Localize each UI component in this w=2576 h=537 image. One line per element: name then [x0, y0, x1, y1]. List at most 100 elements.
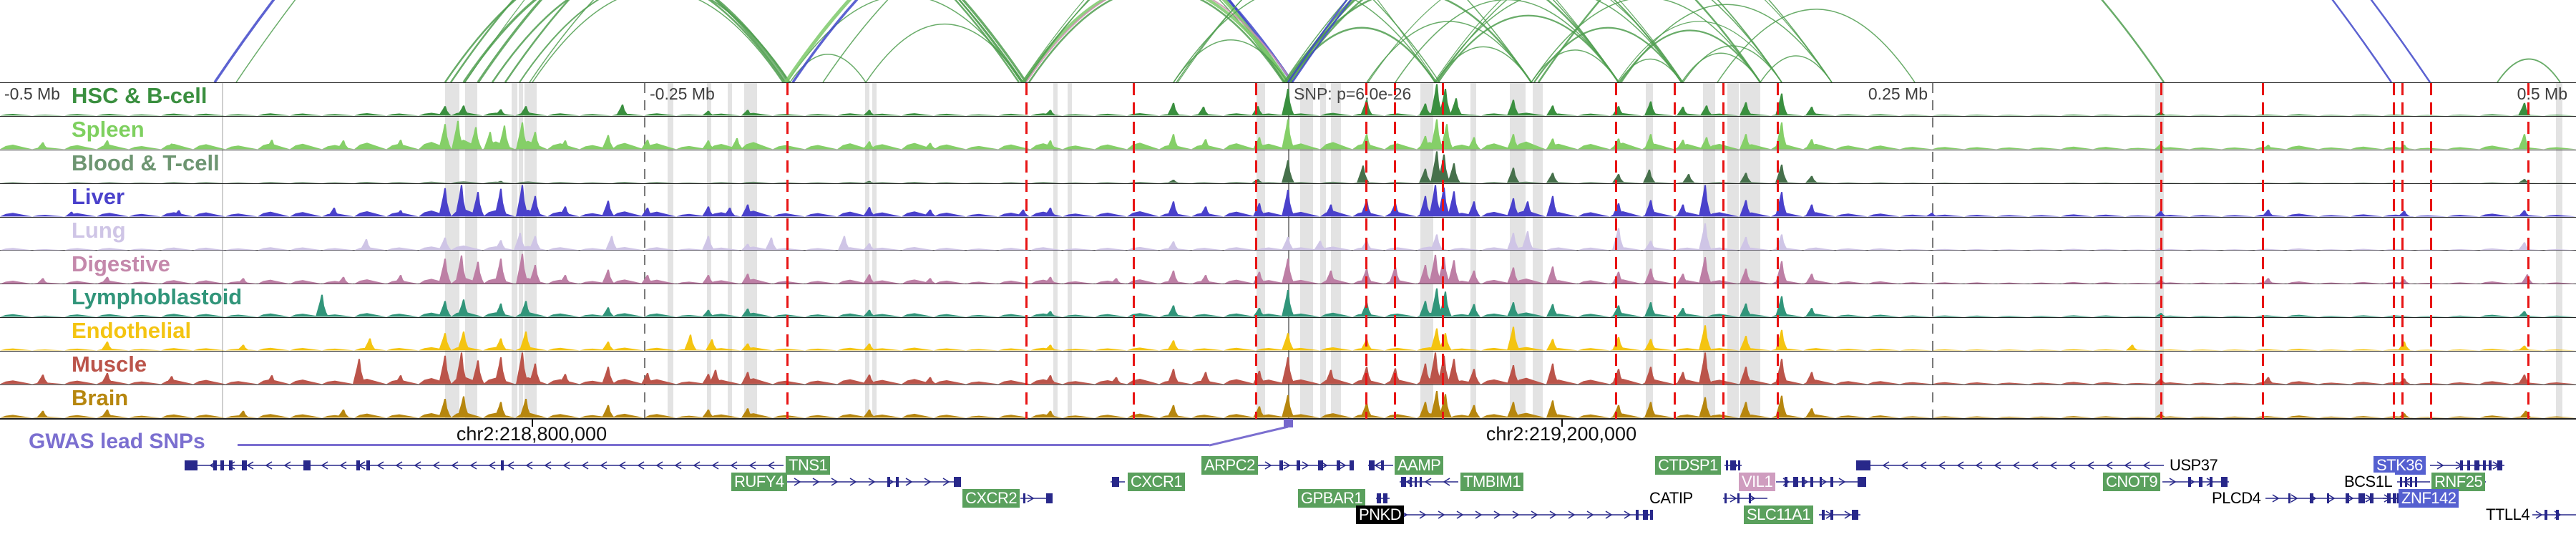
strand-arrow: [2328, 494, 2336, 503]
track-row-blood-t-cell[interactable]: Blood & T-cell: [0, 150, 2576, 184]
exon-block: [2483, 460, 2486, 470]
highlight-band: [1533, 83, 1543, 419]
strand-arrow: [1844, 511, 1852, 519]
strand-arrow: [812, 478, 820, 486]
track-row-digestive[interactable]: Digestive: [0, 251, 2576, 285]
gene-label-tmbim1[interactable]: TMBIM1: [1460, 473, 1524, 491]
gene-label-rnf25[interactable]: RNF25: [2431, 473, 2486, 491]
gene-label-cnot9[interactable]: CNOT9: [2103, 473, 2161, 491]
highlight-band: [519, 83, 523, 419]
exon-block: [1350, 460, 1354, 470]
track-row-muscle[interactable]: Muscle: [0, 352, 2576, 386]
gene-label-vil1[interactable]: VIL1: [1739, 473, 1776, 491]
gwas-lead-snps-label: GWAS lead SNPs: [29, 430, 205, 453]
highlight-band: [525, 83, 537, 419]
linked-snp-line: [2160, 83, 2162, 419]
strand-arrow: [849, 478, 857, 486]
exon-block: [501, 460, 504, 470]
strand-arrow: [1531, 511, 1538, 519]
gene-label-ctdsp1[interactable]: CTDSP1: [1655, 456, 1721, 475]
exon-block: [2489, 460, 2492, 470]
interaction-arc: [1023, 0, 1440, 82]
gene-label-gpbar1[interactable]: GPBAR1: [1298, 489, 1366, 508]
highlight-band: [1300, 83, 1313, 419]
strand-arrow: [2068, 461, 2076, 470]
strand-arrow: [246, 461, 254, 470]
signal-histogram: [0, 84, 2576, 116]
highlight-band: [1740, 83, 1760, 419]
exon-block: [896, 477, 899, 487]
track-row-lymphoblastoid[interactable]: Lymphoblastoid: [0, 284, 2576, 319]
exon-block: [1650, 510, 1653, 520]
gene-label-usp37[interactable]: USP37: [2167, 456, 2221, 475]
interaction-arc: [1366, 21, 1532, 82]
exon-block: [2288, 493, 2290, 503]
strand-arrow: [488, 461, 496, 470]
exon-block: [1730, 460, 1736, 470]
gene-label-ttll4[interactable]: TTLL4: [2483, 505, 2533, 524]
exon-block: [242, 460, 247, 470]
track-row-lung[interactable]: Lung: [0, 218, 2576, 251]
strand-arrow: [1419, 511, 1427, 519]
gene-label-znf142[interactable]: ZNF142: [2399, 489, 2459, 508]
gene-label-plcd4[interactable]: PLCD4: [2209, 489, 2264, 508]
track-row-hsc-b-cell[interactable]: HSC & B-cell: [0, 83, 2576, 117]
strand-arrow: [1374, 461, 1382, 470]
strand-arrow: [693, 461, 701, 470]
interaction-arcs-panel[interactable]: [0, 0, 2576, 82]
interaction-arc: [1028, 0, 1285, 82]
linked-snp-line: [1776, 83, 1779, 419]
signal-histogram: [0, 289, 2576, 317]
gene-label-arpc2[interactable]: ARPC2: [1201, 456, 1258, 475]
strand-arrow: [376, 461, 384, 470]
strand-arrow: [868, 478, 876, 486]
strand-arrow: [1994, 461, 2001, 470]
gene-label-cxcr2[interactable]: CXCR2: [962, 489, 1020, 508]
exon-block: [1785, 477, 1787, 487]
gene-label-aamp[interactable]: AAMP: [1395, 456, 1444, 475]
strand-arrow: [730, 461, 738, 470]
strand-arrow: [1424, 478, 1432, 486]
gene-label-rufy4[interactable]: RUFY4: [731, 473, 787, 491]
gene-label-pnkd[interactable]: PNKD: [1356, 505, 1405, 524]
gene-label-cxcr1[interactable]: CXCR1: [1128, 473, 1186, 491]
gene-label-stk36[interactable]: STK36: [2373, 456, 2426, 475]
track-label: Muscle: [72, 352, 147, 377]
strand-arrow: [525, 461, 533, 470]
strand-arrow: [283, 461, 291, 470]
interaction-arc: [449, 0, 1023, 82]
track-label: Endothelial: [72, 318, 192, 344]
gene-label-catip[interactable]: CATIP: [1646, 489, 1696, 508]
track-label: HSC & B-cell: [72, 83, 208, 108]
track-row-spleen[interactable]: Spleen: [0, 117, 2576, 150]
track-row-endothelial[interactable]: Endothelial: [0, 318, 2576, 352]
strand-arrow: [2031, 461, 2039, 470]
gene-label-slc11a1[interactable]: SLC11A1: [1744, 505, 1814, 524]
gene-label-tns1[interactable]: TNS1: [786, 456, 831, 475]
strand-arrow: [674, 461, 682, 470]
exon-block: [2415, 477, 2417, 487]
interaction-arc: [1537, 0, 2165, 82]
track-row-brain[interactable]: Brain: [0, 385, 2576, 419]
strand-arrow: [507, 461, 514, 470]
signal-tracks-panel[interactable]: HSC & B-cell Spleen Blood & T-cell Liver Lun…: [0, 82, 2576, 420]
exon-block: [2556, 510, 2559, 520]
snp-position-line: [1288, 83, 1289, 419]
gene-annotation-panel[interactable]: TNS1 ARPC2 AAMP CTDSP1 USP37 STK36 RUFY4 CXCR1 T…: [0, 455, 2576, 537]
highlight-band: [1420, 83, 1433, 419]
gene-label-bcs1l[interactable]: BCS1L: [2341, 473, 2396, 491]
strand-arrow: [711, 461, 719, 470]
exon-block: [2327, 493, 2329, 503]
interaction-arc: [1621, 4, 1833, 82]
exon-block: [1415, 477, 1417, 487]
lead-snp-marker[interactable]: [1284, 418, 1293, 427]
track-row-liver[interactable]: Liver: [0, 184, 2576, 218]
exon-block: [1726, 460, 1728, 470]
interaction-arc: [1367, 0, 1684, 82]
strand-arrow: [794, 478, 801, 486]
strand-arrow: [1729, 494, 1737, 503]
highlight-band: [1470, 83, 1476, 419]
interaction-arc: [1173, 39, 1289, 82]
interaction-arc: [791, 0, 1294, 82]
